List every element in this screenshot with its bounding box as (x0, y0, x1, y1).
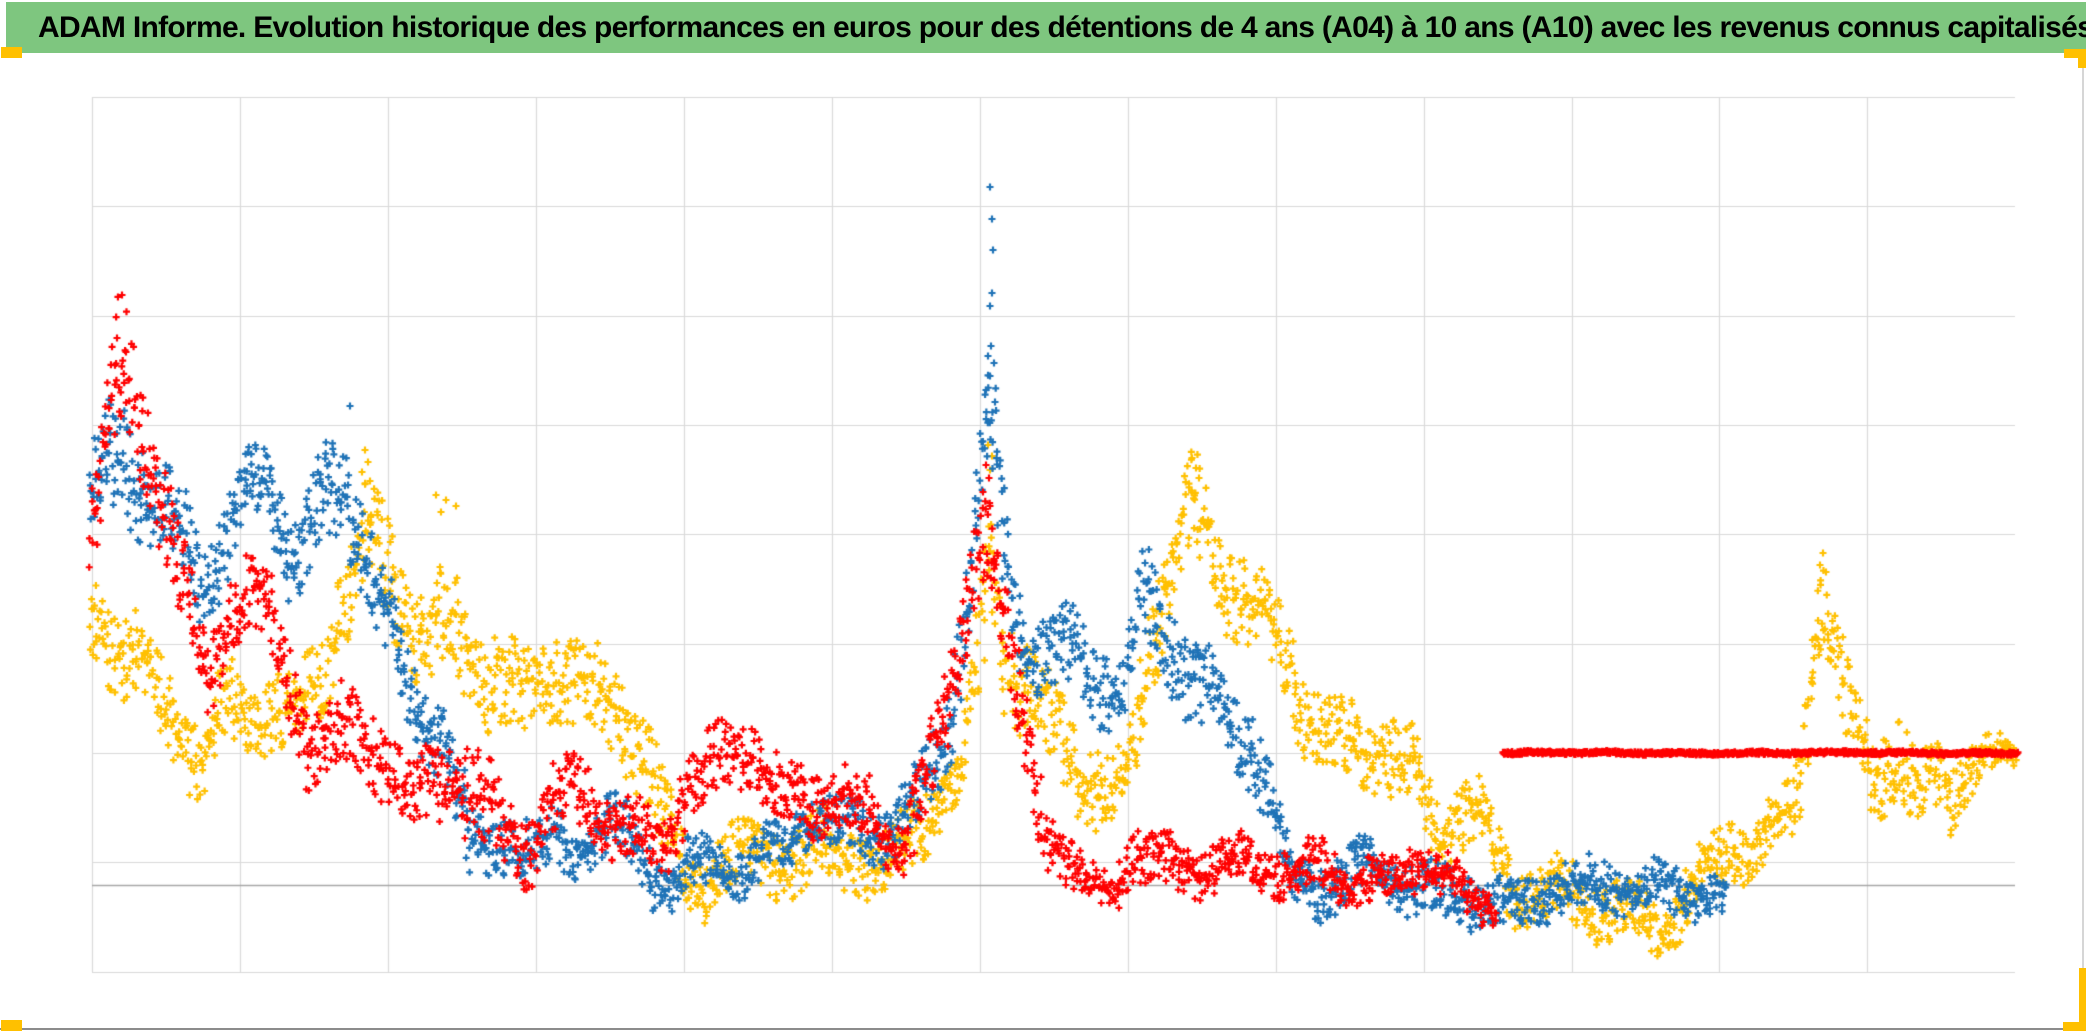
right-border-line (2082, 60, 2084, 1022)
yellow-accent-bottom-left (1, 1020, 22, 1031)
title-bar: ADAM Informe. Evolution historique des p… (6, 2, 2086, 53)
page-title: ADAM Informe. Evolution historique des p… (38, 10, 2086, 44)
bottom-border-line (0, 1028, 2086, 1030)
yellow-corner-bottom-right-h (2063, 1022, 2086, 1031)
yellow-corner-top-right-v (2078, 49, 2086, 68)
yellow-corner-bottom-right-v (2079, 968, 2086, 1031)
yellow-corner-top-right-h (2064, 49, 2086, 58)
yellow-accent-top-left (1, 47, 22, 58)
